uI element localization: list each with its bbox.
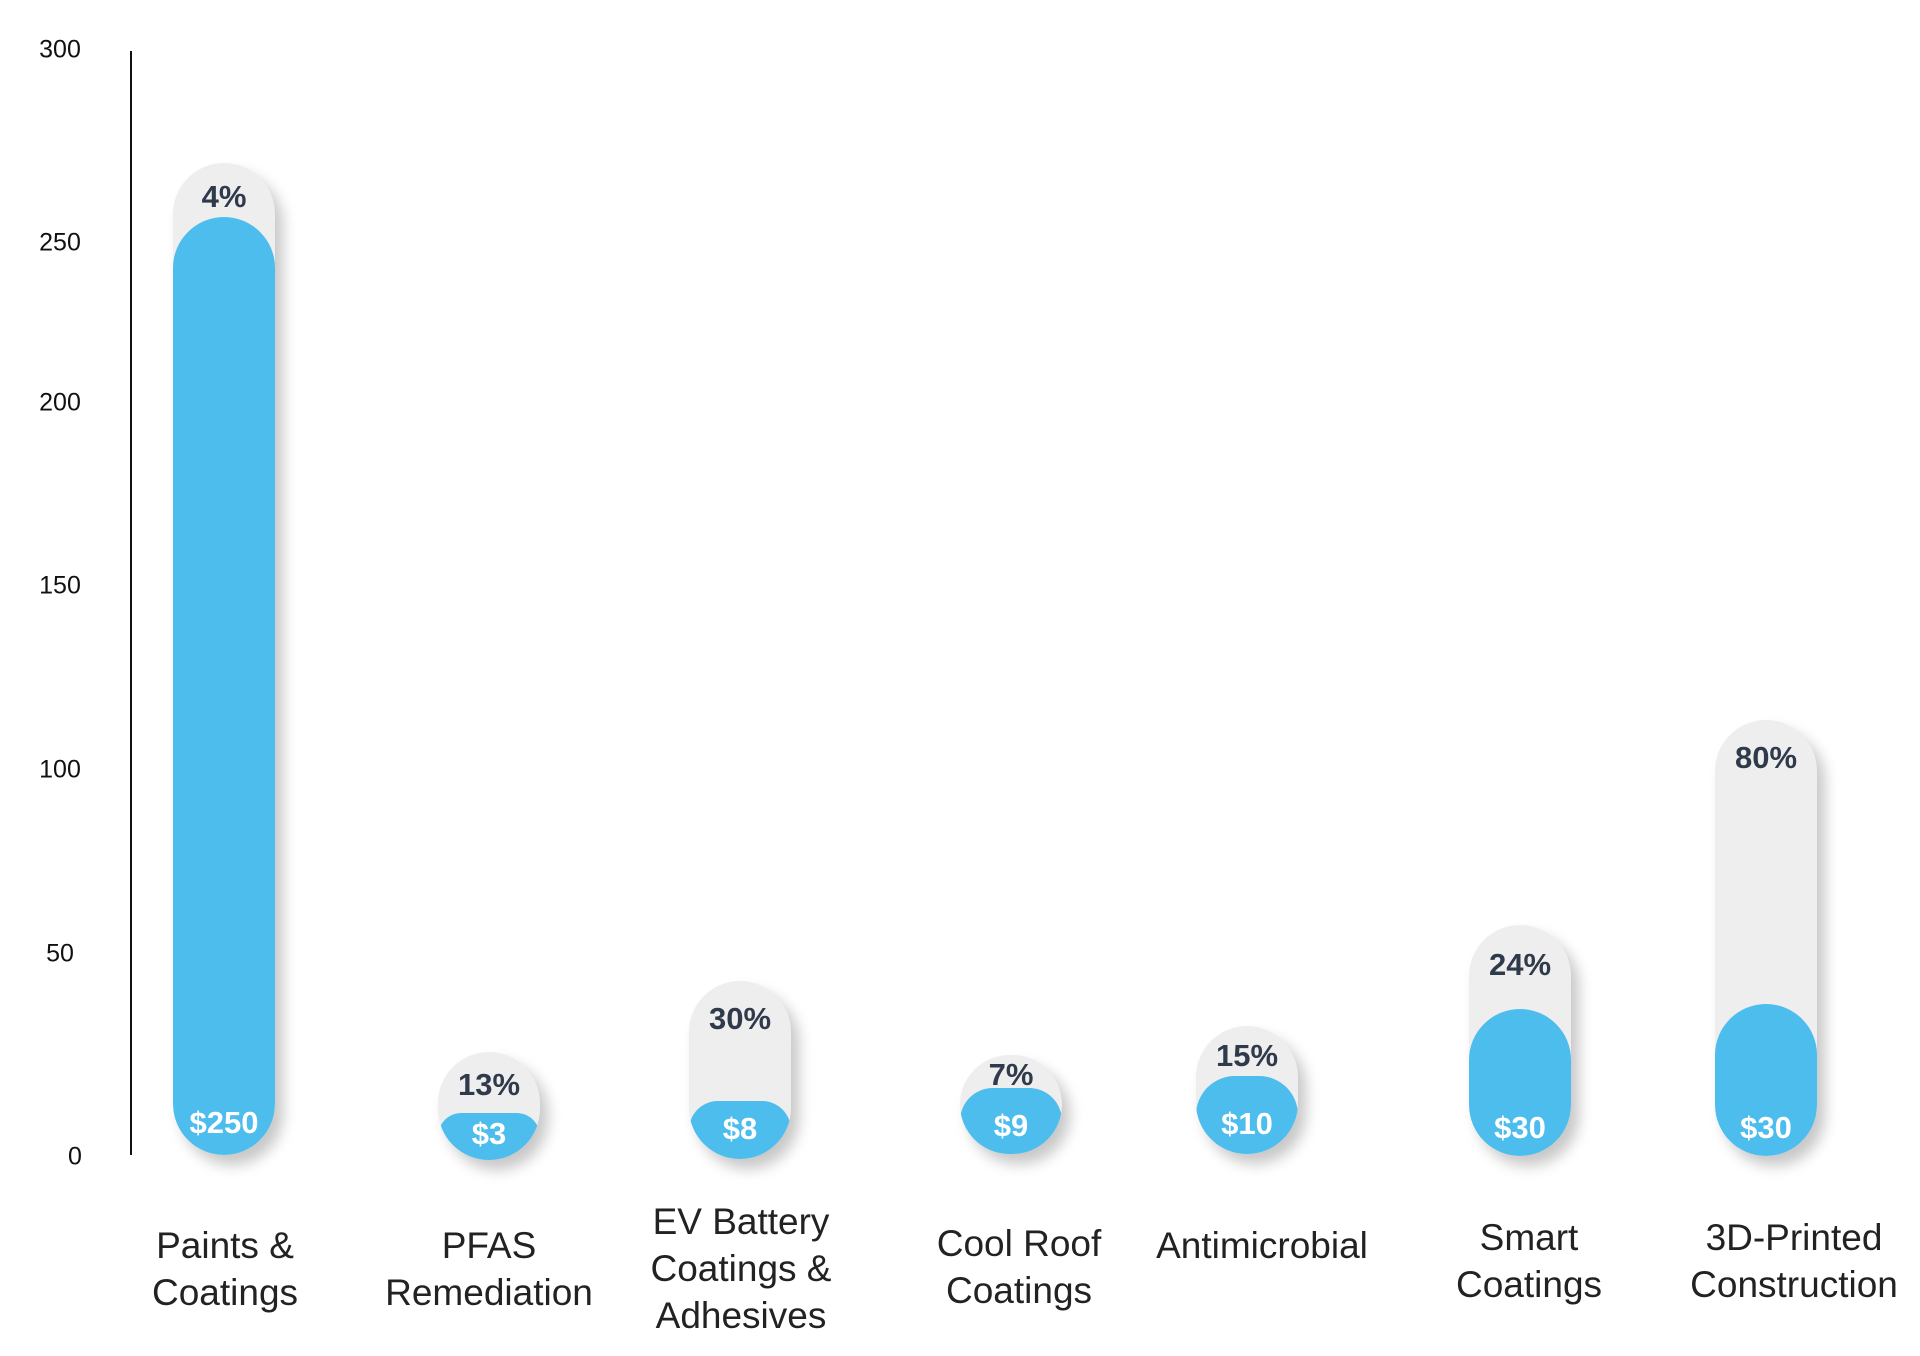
value-label: $10 xyxy=(1221,1106,1273,1141)
growth-label: 7% xyxy=(988,1057,1034,1092)
category-label: Smart Coatings xyxy=(1455,1217,1603,1305)
growth-label: 30% xyxy=(708,1001,772,1036)
value-label: $3 xyxy=(471,1116,507,1151)
category-label: Antimicrobial xyxy=(1156,1225,1368,1266)
value-label: $9 xyxy=(993,1108,1029,1143)
y-tick-100: 100 xyxy=(39,755,81,784)
y-tick-0: 0 xyxy=(68,1142,82,1171)
bar-3d-printed-construction: 80% $30 xyxy=(1715,720,1817,1156)
y-tick-150: 150 xyxy=(39,571,81,600)
y-tick-250: 250 xyxy=(39,228,81,257)
growth-label: 80% xyxy=(1734,740,1798,775)
category-label: PFAS Remediation xyxy=(385,1225,593,1313)
category-label: 3D-Printed Construction xyxy=(1690,1217,1898,1305)
bar-cool-roof: 7% $9 xyxy=(960,1055,1062,1154)
bar-fill xyxy=(1469,1009,1571,1156)
growth-label: 24% xyxy=(1488,947,1552,982)
bar-ev-battery: 30% $8 xyxy=(689,981,791,1159)
y-tick-300: 300 xyxy=(39,35,81,64)
category-label: Paints & Coatings xyxy=(151,1225,299,1313)
value-label: $30 xyxy=(1494,1110,1546,1145)
bar-pfas-remediation: 13% $3 xyxy=(438,1052,540,1160)
value-label: $8 xyxy=(722,1111,758,1146)
bar-fill xyxy=(960,1088,1062,1154)
bar-smart-coatings: 24% $30 xyxy=(1469,925,1571,1156)
bar-fill xyxy=(173,217,275,1155)
y-tick-200: 200 xyxy=(39,388,81,417)
bar-paints-coatings: 4% $250 xyxy=(173,163,275,1155)
bar-antimicrobial: 15% $10 xyxy=(1196,1026,1298,1154)
y-axis-line xyxy=(130,51,132,1155)
bar-fill xyxy=(1196,1076,1298,1154)
category-label: EV Battery Coatings & Adhesives xyxy=(650,1201,832,1336)
category-label: Cool Roof Coatings xyxy=(936,1223,1102,1311)
growth-label: 13% xyxy=(457,1067,521,1102)
bar-fill xyxy=(438,1113,540,1160)
y-tick-50: 50 xyxy=(46,939,74,968)
value-label: $30 xyxy=(1740,1110,1792,1145)
bar-fill xyxy=(1715,1004,1817,1156)
growth-label: 15% xyxy=(1215,1038,1279,1073)
value-label: $250 xyxy=(189,1105,259,1140)
growth-label: 4% xyxy=(201,179,247,214)
bar-fill xyxy=(689,1101,791,1159)
